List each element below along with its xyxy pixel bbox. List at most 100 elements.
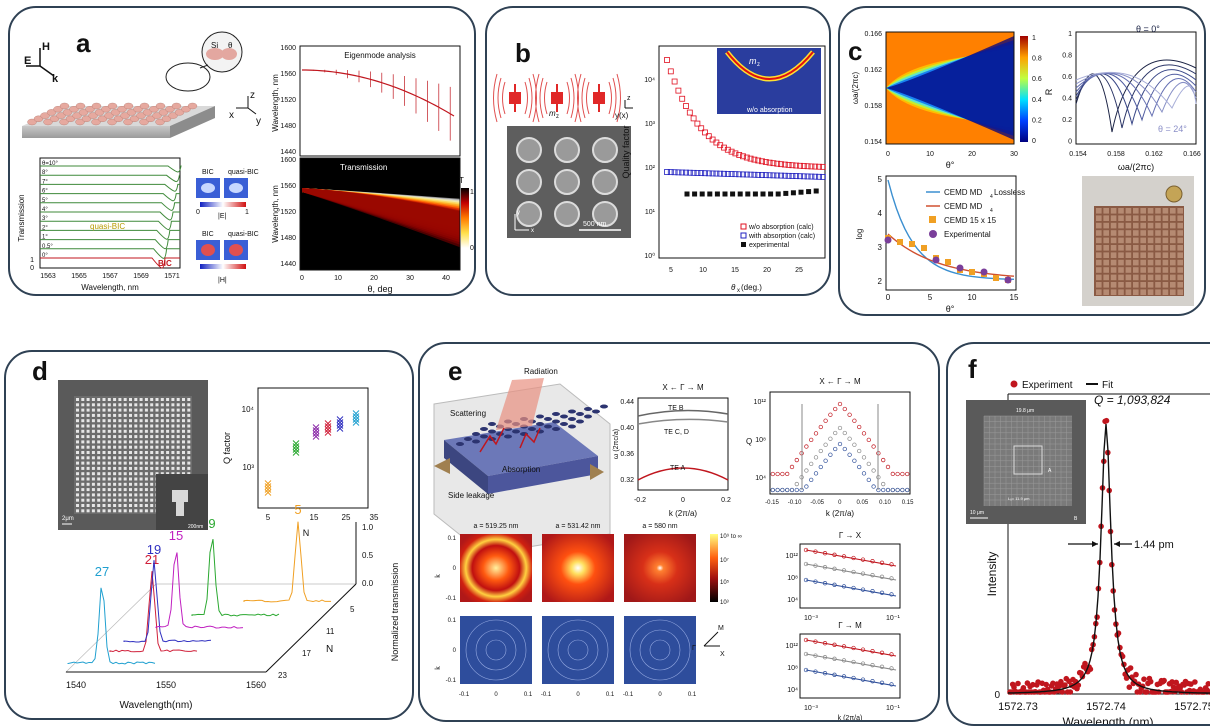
sample-cell — [1133, 252, 1139, 258]
polarization-map — [460, 616, 532, 684]
tick-label: 10 — [699, 267, 707, 274]
data-point — [1148, 679, 1154, 685]
resonator-cell — [129, 509, 132, 512]
resonator-cell — [76, 499, 79, 502]
q-point — [337, 426, 343, 432]
tick-label: 0 — [1032, 138, 1036, 145]
resonator-cell — [140, 462, 143, 465]
series-point-with-absorption — [706, 171, 711, 176]
photonic-hole — [584, 407, 592, 411]
photonic-hole — [472, 432, 480, 436]
q-point — [313, 434, 319, 440]
sample-cell — [1148, 275, 1154, 281]
resonator-cell — [97, 462, 100, 465]
q-point — [781, 472, 785, 476]
svg-text:Scattering: Scattering — [450, 409, 486, 418]
resonator-cell — [150, 446, 153, 449]
sample-cell — [1103, 275, 1109, 281]
sample-cell — [1133, 223, 1139, 229]
resonator-cell — [92, 435, 95, 438]
resonator-cell — [118, 467, 121, 470]
resonator-cell — [103, 409, 106, 412]
svg-text:w/o absorption (calc): w/o absorption (calc) — [748, 224, 814, 231]
resonator-cell — [134, 419, 137, 422]
resonator-cell — [182, 446, 185, 449]
tick-label: 10⁰ — [644, 252, 655, 260]
resonator-cell — [103, 430, 106, 433]
tick-label: 5 — [928, 293, 933, 302]
resonator-cell — [76, 467, 79, 470]
transmission-curve — [40, 203, 180, 211]
resonator-cell — [150, 435, 153, 438]
q-point — [265, 484, 271, 490]
resonator-cell — [129, 409, 132, 412]
sample-cell — [1155, 223, 1161, 229]
series-point-experimental — [730, 192, 735, 197]
resonator-cell — [92, 456, 95, 459]
resonator-cell — [177, 430, 180, 433]
resonator-cell — [92, 504, 95, 507]
tick-label: 1480 — [280, 123, 296, 130]
resonator-cell — [145, 456, 148, 459]
sample-cell — [1163, 223, 1169, 229]
q-point — [814, 472, 818, 476]
sample-cell — [1170, 289, 1176, 295]
nanopillar — [555, 202, 579, 226]
series-point-with-absorption — [817, 174, 822, 179]
resonator-cell — [97, 425, 100, 428]
series-point-experimental — [799, 190, 804, 195]
resonator-cell — [118, 440, 121, 443]
resonator-cell — [161, 462, 164, 465]
q-point — [790, 488, 794, 492]
tick-label: -0.10 — [788, 500, 802, 506]
resonator-cell — [81, 467, 84, 470]
panel-f-figure: Experiment Fit Q = 1,093,824 0 Intensity… — [948, 344, 1210, 726]
sample-cell — [1111, 260, 1117, 266]
resonator-cell — [177, 403, 180, 406]
curve-label: 5° — [42, 198, 48, 204]
photonic-hole — [592, 410, 600, 414]
series-point-experimental — [981, 269, 988, 276]
tick-label: 1572.73 — [998, 701, 1038, 713]
svg-text:x: x — [737, 288, 740, 294]
tick-label: 1 — [1032, 35, 1036, 42]
sample-cell — [1111, 252, 1117, 258]
tick-label: 0.2 — [1032, 117, 1042, 124]
resonator-cell — [113, 409, 116, 412]
tick-label: 0 — [494, 692, 498, 698]
sample-cell — [1163, 215, 1169, 221]
sample-cell — [1118, 245, 1124, 251]
resonator-cell — [156, 446, 159, 449]
panel-b-figure: m z y(x) z 500 nm y x Quality factor 10⁴… — [487, 8, 831, 296]
resonator-cell — [140, 499, 143, 502]
resonator-cell — [113, 440, 116, 443]
tick-label: 30 — [406, 275, 414, 282]
tick-label: 1563 — [40, 273, 56, 280]
q-point — [325, 430, 331, 436]
series-point-with-absorption — [687, 170, 692, 175]
resonator-cell — [140, 451, 143, 454]
sample-cell — [1133, 208, 1139, 214]
sample-cell — [1163, 267, 1169, 273]
sample-cell — [1118, 267, 1124, 273]
resonator-cell — [166, 425, 169, 428]
sample-cell — [1103, 230, 1109, 236]
tick-label: 0.2 — [721, 497, 731, 504]
resonator-cell — [134, 472, 137, 475]
resonator-cell — [124, 462, 127, 465]
resonator-cell — [113, 419, 116, 422]
sample-cell — [1170, 245, 1176, 251]
resonator-cell — [113, 425, 116, 428]
resonator-cell — [150, 478, 153, 481]
resonator-cell — [87, 472, 90, 475]
curve-label: 8° — [42, 170, 48, 176]
tick-label: 0.0 — [362, 579, 374, 588]
sample-cell — [1148, 215, 1154, 221]
resonator-cell — [187, 425, 190, 428]
resonator-cell — [150, 472, 153, 475]
resonator-cell — [76, 440, 79, 443]
resonator-cell — [87, 425, 90, 428]
resonator-cell — [92, 462, 95, 465]
resonator-cell — [87, 403, 90, 406]
resonator-cell — [129, 398, 132, 401]
